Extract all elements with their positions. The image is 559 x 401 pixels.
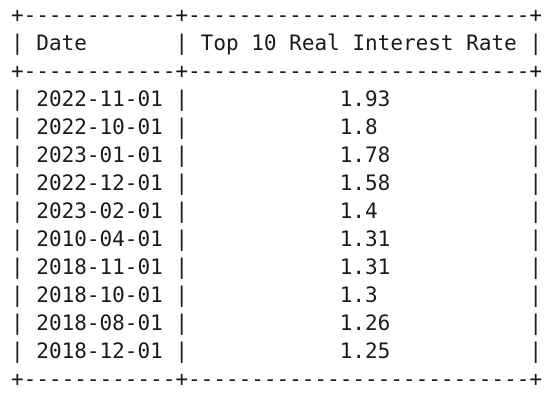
table-row: | 2018-08-01 | 1.26 | (11, 311, 543, 335)
cell-date: 2022-11-01 (36, 87, 176, 111)
cell-date: 2018-08-01 (36, 311, 176, 335)
table-header-row: | Date | Top 10 Real Interest Rate | (11, 31, 543, 55)
cell-rate: 1.3 (200, 283, 530, 307)
cell-rate: 1.25 (200, 339, 530, 363)
cell-date: 2010-04-01 (36, 227, 176, 251)
table-row: | 2018-11-01 | 1.31 | (11, 255, 543, 279)
table-row: | 2023-01-01 | 1.78 | (11, 143, 543, 167)
table-row: | 2022-11-01 | 1.93 | (11, 87, 543, 111)
table-border-bottom: +------------+--------------------------… (11, 367, 543, 391)
table-border-top: +------------+--------------------------… (11, 3, 543, 27)
cell-date: 2022-12-01 (36, 171, 176, 195)
table-row: | 2018-12-01 | 1.25 | (11, 339, 543, 363)
table-row: | 2022-12-01 | 1.58 | (11, 171, 543, 195)
cell-date: 2018-12-01 (36, 339, 176, 363)
table-border-header: +------------+--------------------------… (11, 59, 543, 83)
cell-date: 2022-10-01 (36, 115, 176, 139)
cell-rate: 1.8 (200, 115, 530, 139)
cell-date: 2023-02-01 (36, 199, 176, 223)
cell-rate: 1.31 (200, 227, 530, 251)
table-row: | 2022-10-01 | 1.8 | (11, 115, 543, 139)
cell-date: 2023-01-01 (36, 143, 176, 167)
cell-rate: 1.58 (200, 171, 530, 195)
ascii-table: +------------+--------------------------… (11, 1, 542, 393)
table-row: | 2010-04-01 | 1.31 | (11, 227, 543, 251)
table-row: | 2023-02-01 | 1.4 | (11, 199, 543, 223)
table-row: | 2018-10-01 | 1.3 | (11, 283, 543, 307)
cell-date: 2018-11-01 (36, 255, 176, 279)
cell-date: 2018-10-01 (36, 283, 176, 307)
cell-rate: 1.78 (200, 143, 530, 167)
cell-rate: 1.26 (200, 311, 530, 335)
cell-rate: 1.93 (200, 87, 530, 111)
cell-rate: 1.31 (200, 255, 530, 279)
header-date: Date (36, 31, 176, 55)
header-rate: Top 10 Real Interest Rate (200, 31, 530, 55)
cell-rate: 1.4 (200, 199, 530, 223)
